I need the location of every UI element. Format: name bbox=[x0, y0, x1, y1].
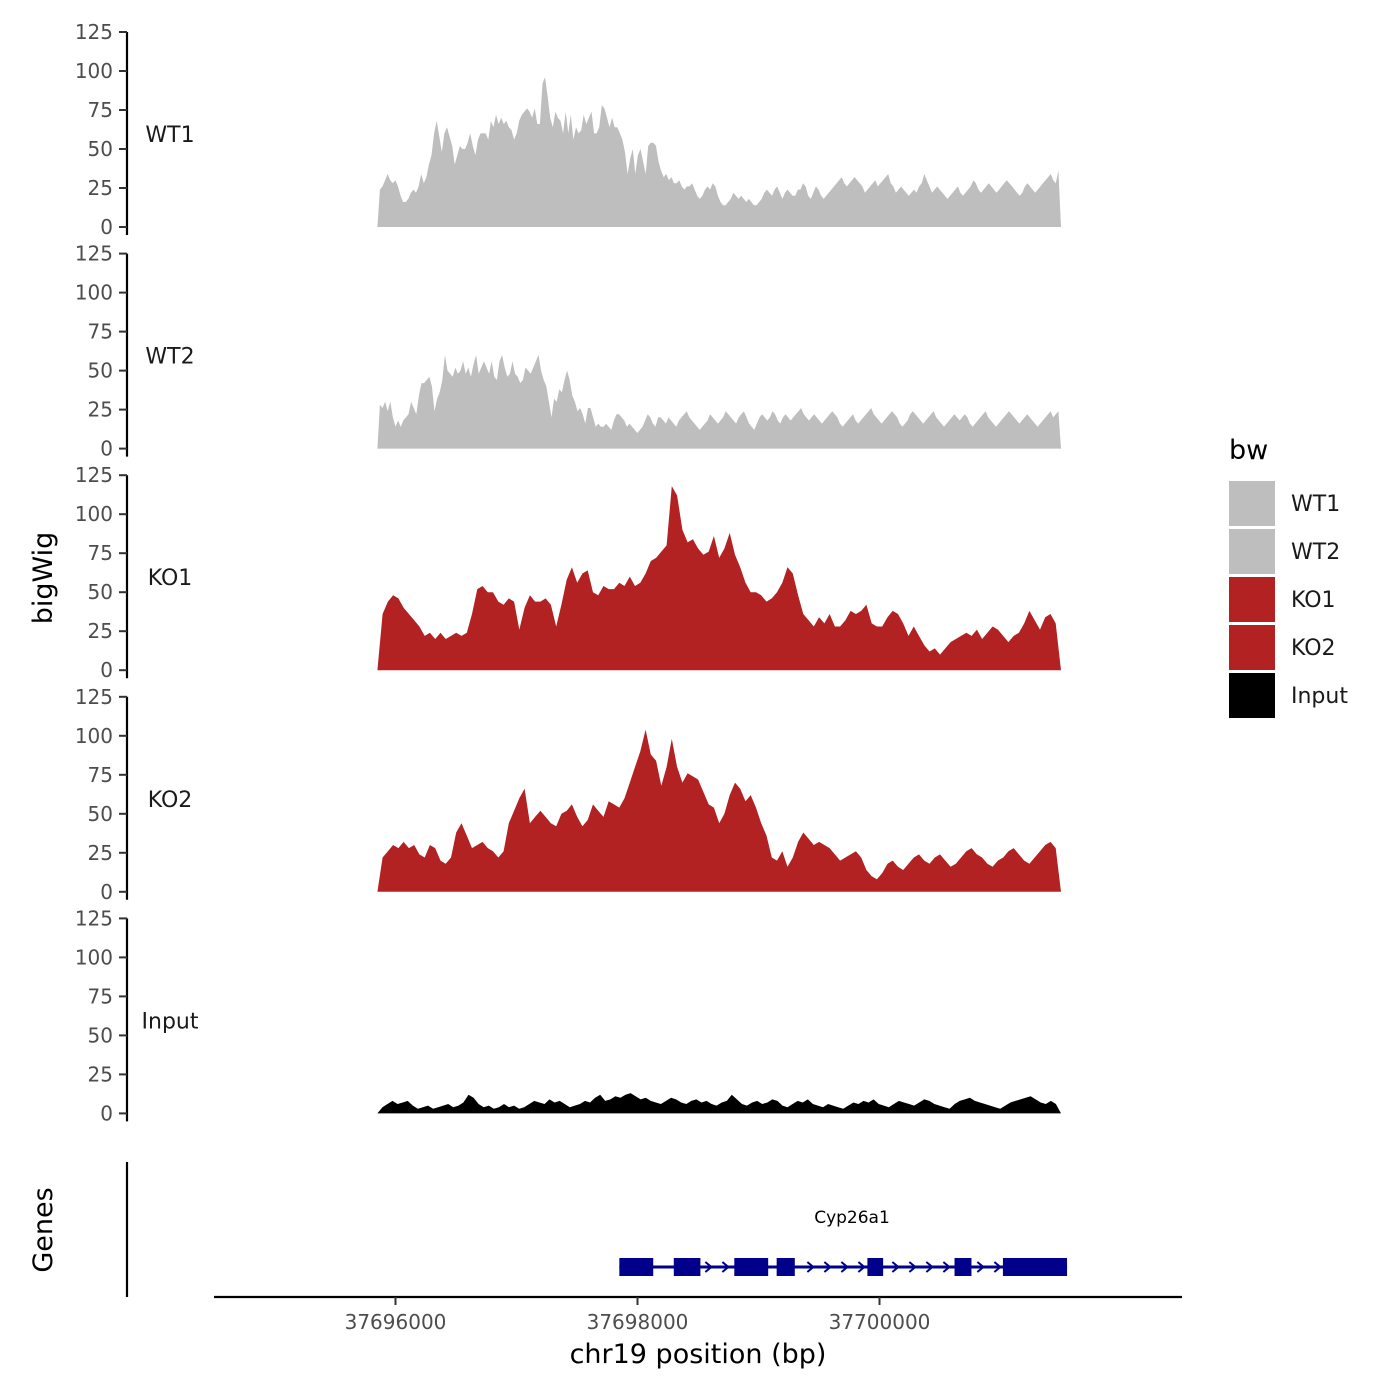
y-tick-label: 0 bbox=[100, 215, 113, 239]
y-tick-label: 100 bbox=[75, 281, 113, 305]
track-ko2: 0 25 50 75 100 125 KO2 bbox=[75, 685, 1061, 904]
gene-exon bbox=[867, 1258, 884, 1276]
legend-label-wt1: WT1 bbox=[1291, 492, 1340, 517]
y-tick-label: 75 bbox=[88, 763, 113, 787]
y-tick-label: 125 bbox=[75, 685, 113, 709]
y-tick-label: 25 bbox=[88, 841, 113, 865]
y-tick-label: 50 bbox=[88, 359, 113, 383]
legend-key-ko1 bbox=[1229, 577, 1275, 622]
y-tick-label: 100 bbox=[75, 502, 113, 526]
legend-key-wt2 bbox=[1229, 529, 1275, 574]
y-tick-label: 25 bbox=[88, 398, 113, 422]
strand-arrow bbox=[704, 1261, 713, 1273]
y-tick-label: 0 bbox=[100, 437, 113, 461]
strand-arrow bbox=[891, 1261, 900, 1273]
y-tick-label: 25 bbox=[88, 619, 113, 643]
gene-exon bbox=[1002, 1258, 1068, 1276]
coverage-area-ko1 bbox=[377, 486, 1061, 671]
track-label-ko1: KO1 bbox=[148, 566, 193, 591]
gene-exon bbox=[954, 1258, 972, 1276]
coverage-area-ko2 bbox=[377, 729, 1061, 892]
legend-title: bw bbox=[1229, 435, 1268, 466]
track-wt2: 0 25 50 75 100 125 WT2 bbox=[75, 242, 1061, 461]
strand-arrow bbox=[840, 1261, 849, 1273]
gene-track-title: Genes bbox=[28, 1187, 59, 1272]
legend-label-wt2: WT2 bbox=[1291, 540, 1340, 565]
strand-arrow bbox=[993, 1261, 1002, 1273]
y-tick-label: 100 bbox=[75, 945, 113, 969]
gene-exon bbox=[673, 1258, 701, 1276]
y-tick-label: 125 bbox=[75, 463, 113, 487]
coverage-area-wt1 bbox=[377, 77, 1061, 227]
legend-label-ko2: KO2 bbox=[1291, 636, 1336, 661]
x-tick-label: 37700000 bbox=[829, 1310, 931, 1334]
gene-exon bbox=[734, 1258, 769, 1276]
legend-key-wt1 bbox=[1229, 481, 1275, 526]
x-axis-title: chr19 position (bp) bbox=[570, 1339, 827, 1370]
track-label-input: Input bbox=[142, 1009, 199, 1034]
y-tick-label: 25 bbox=[88, 1062, 113, 1086]
y-tick-label: 0 bbox=[100, 880, 113, 904]
track-label-wt1: WT1 bbox=[145, 123, 194, 148]
y-tick-label: 0 bbox=[100, 658, 113, 682]
strand-arrow bbox=[823, 1261, 832, 1273]
gene-exon bbox=[619, 1258, 654, 1276]
y-tick-label: 125 bbox=[75, 20, 113, 44]
y-tick-label: 25 bbox=[88, 176, 113, 200]
strand-arrow bbox=[925, 1261, 934, 1273]
strand-arrow bbox=[908, 1261, 917, 1273]
legend: bw WT1 WT2 KO1 KO2 Input bbox=[1229, 435, 1348, 718]
x-tick-label: 37698000 bbox=[587, 1310, 689, 1334]
gene-model-cyp26a1 bbox=[619, 1258, 1068, 1276]
coverage-area-input bbox=[377, 1093, 1061, 1114]
y-tick-label: 100 bbox=[75, 724, 113, 748]
y-tick-label: 75 bbox=[88, 98, 113, 122]
y-tick-label: 50 bbox=[88, 137, 113, 161]
y-tick-label: 50 bbox=[88, 1023, 113, 1047]
strand-arrow bbox=[806, 1261, 815, 1273]
track-input: 0 25 50 75 100 125 Input bbox=[75, 906, 1061, 1125]
coverage-area-wt2 bbox=[377, 355, 1061, 449]
legend-key-input bbox=[1229, 673, 1275, 718]
y-tick-label: 50 bbox=[88, 802, 113, 826]
y-tick-label: 100 bbox=[75, 59, 113, 83]
gene-name-label: Cyp26a1 bbox=[814, 1208, 890, 1228]
y-tick-label: 75 bbox=[88, 541, 113, 565]
y-tick-label: 50 bbox=[88, 580, 113, 604]
y-tick-label: 75 bbox=[88, 984, 113, 1008]
gene-track: Genes Cyp26a1 bbox=[28, 1162, 1068, 1297]
y-tick-label: 75 bbox=[88, 320, 113, 344]
y-axis-title: bigWig bbox=[28, 532, 59, 625]
coverage-tracks: 0 25 50 75 100 125 WT1 0 25 50 75 100 125 WT2 0 25 50 75 1… bbox=[75, 20, 1061, 1125]
track-label-wt2: WT2 bbox=[145, 345, 194, 370]
x-tick-label: 37696000 bbox=[345, 1310, 447, 1334]
track-wt1: 0 25 50 75 100 125 WT1 bbox=[75, 20, 1061, 239]
legend-label-ko1: KO1 bbox=[1291, 588, 1336, 613]
x-axis: chr19 position (bp) 37696000 37698000 3770… bbox=[214, 1295, 1182, 1370]
legend-label-input: Input bbox=[1291, 684, 1348, 709]
strand-arrow bbox=[976, 1261, 985, 1273]
strand-arrow bbox=[721, 1261, 730, 1273]
strand-arrow bbox=[857, 1261, 866, 1273]
track-label-ko2: KO2 bbox=[148, 788, 193, 813]
y-tick-label: 125 bbox=[75, 906, 113, 930]
y-tick-label: 0 bbox=[100, 1101, 113, 1125]
track-ko1: 0 25 50 75 100 125 KO1 bbox=[75, 463, 1061, 682]
strand-arrow bbox=[942, 1261, 951, 1273]
y-tick-label: 125 bbox=[75, 242, 113, 266]
legend-key-ko2 bbox=[1229, 625, 1275, 670]
gene-exon bbox=[776, 1258, 795, 1276]
